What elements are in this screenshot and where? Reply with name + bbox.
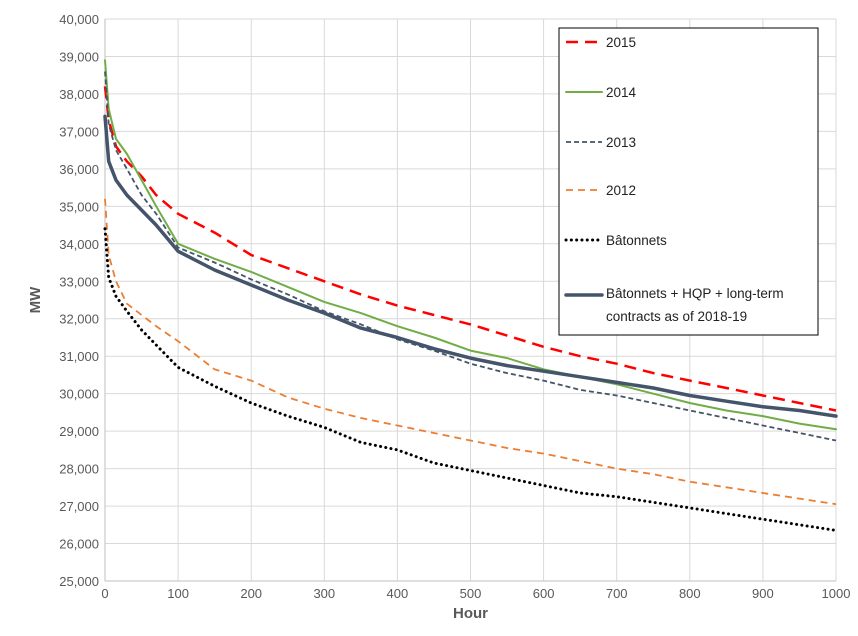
y-tick-label: 27,000 <box>59 499 99 514</box>
x-tick-label: 600 <box>533 586 555 601</box>
y-tick-label: 40,000 <box>59 12 99 27</box>
y-tick-label: 31,000 <box>59 349 99 364</box>
y-tick-label: 33,000 <box>59 274 99 289</box>
x-tick-label: 300 <box>313 586 335 601</box>
axes: 25,000 26,000 27,000 28,000 29,000 30,000 31,0… <box>59 12 850 601</box>
x-tick-label: 900 <box>752 586 774 601</box>
x-tick-label: 0 <box>101 586 108 601</box>
y-tick-label: 28,000 <box>59 462 99 477</box>
series-line-5 <box>103 114 838 418</box>
y-axis-label: MW <box>27 286 44 313</box>
legend-label-4: Bâtonnets <box>606 233 667 248</box>
legend: 2015 2014 2013 2012 Bâtonnets Bâtonnets + HQP… <box>558 27 819 336</box>
series-lines <box>103 59 838 532</box>
legend-label-5: Bâtonnets + HQP + long-term contracts as … <box>606 286 784 324</box>
y-tick-label: 37,000 <box>59 124 99 139</box>
x-tick-label: 400 <box>387 586 409 601</box>
series-line-0 <box>103 86 837 412</box>
y-tick-label: 29,000 <box>59 424 99 439</box>
legend-label-2: 2013 <box>606 135 636 150</box>
x-tick-label: 500 <box>460 586 482 601</box>
y-tick-label: 38,000 <box>59 87 99 102</box>
x-tick-label: 100 <box>167 586 189 601</box>
y-tick-label: 32,000 <box>59 312 99 327</box>
y-tick-label: 25,000 <box>59 574 99 589</box>
series-line-4 <box>103 227 838 532</box>
y-tick-label: 35,000 <box>59 199 99 214</box>
legend-label-3: 2012 <box>606 183 636 198</box>
x-tick-label: 1000 <box>822 586 851 601</box>
x-tick-label: 700 <box>606 586 628 601</box>
x-tick-label: 800 <box>679 586 701 601</box>
legend-label-line: Bâtonnets + HQP + long-term <box>606 286 784 301</box>
y-tick-label: 39,000 <box>59 49 99 64</box>
series-line-1 <box>104 59 837 431</box>
x-tick-label: 200 <box>240 586 262 601</box>
series-line-3 <box>104 198 837 506</box>
legend-label-0: 2015 <box>606 35 636 50</box>
legend-box <box>558 27 819 336</box>
y-tick-label: 30,000 <box>59 387 99 402</box>
legend-label-1: 2014 <box>606 85 637 100</box>
legend-label-line: contracts as of 2018-19 <box>606 309 747 324</box>
x-axis-label: Hour <box>453 605 488 622</box>
y-tick-label: 26,000 <box>59 537 99 552</box>
y-tick-label: 36,000 <box>59 162 99 177</box>
y-tick-label: 34,000 <box>59 237 99 252</box>
